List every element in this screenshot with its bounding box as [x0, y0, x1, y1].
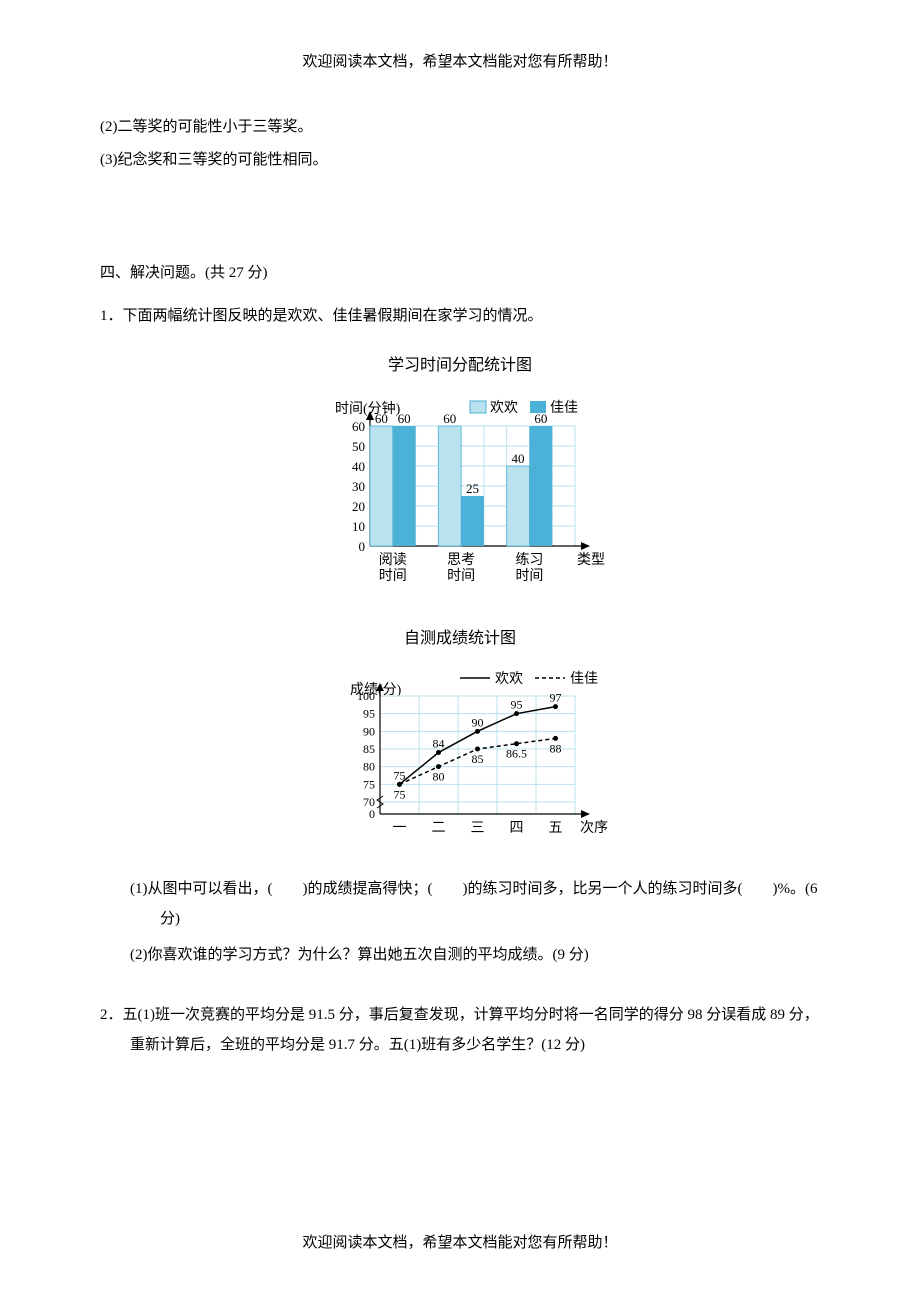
svg-text:佳佳: 佳佳: [550, 400, 578, 416]
svg-text:80: 80: [433, 770, 445, 784]
svg-text:时间: 时间: [379, 568, 407, 584]
bar-chart-container: 学习时间分配统计图 时间(分钟)欢欢佳佳01020304050606060阅读时…: [100, 348, 820, 601]
svg-text:欢欢: 欢欢: [495, 671, 523, 687]
svg-text:佳佳: 佳佳: [570, 671, 598, 687]
svg-text:85: 85: [472, 752, 484, 766]
bar-chart-title: 学习时间分配统计图: [388, 348, 532, 383]
text-line-3: (3)纪念奖和三等奖的可能性相同。: [100, 144, 820, 177]
svg-text:40: 40: [352, 459, 365, 474]
q2: 2．五(1)班一次竞赛的平均分是 91.5 分，事后复查发现，计算平均分时将一名…: [100, 1000, 820, 1060]
svg-text:一: 一: [393, 821, 407, 836]
svg-text:84: 84: [433, 737, 445, 751]
svg-text:40: 40: [512, 451, 525, 466]
svg-text:类型: 类型: [577, 552, 605, 568]
svg-text:88: 88: [550, 742, 562, 756]
svg-text:时间: 时间: [515, 568, 543, 584]
svg-text:三: 三: [471, 821, 485, 836]
svg-text:时间(分钟): 时间(分钟): [335, 400, 401, 417]
svg-text:70: 70: [363, 795, 375, 809]
svg-text:100: 100: [357, 689, 375, 703]
svg-text:练习: 练习: [515, 552, 543, 568]
svg-text:次序: 次序: [580, 820, 608, 836]
svg-text:四: 四: [510, 821, 524, 836]
svg-text:60: 60: [352, 419, 365, 434]
svg-text:85: 85: [363, 742, 375, 756]
footer-note: 欢迎阅读本文档，希望本文档能对您有所帮助！: [0, 1231, 920, 1252]
section-4-heading: 四、解决问题。(共 27 分): [100, 257, 820, 290]
svg-text:欢欢: 欢欢: [490, 400, 518, 416]
svg-text:10: 10: [352, 519, 365, 534]
svg-text:0: 0: [369, 807, 375, 821]
text-line-2: (2)二等奖的可能性小于三等奖。: [100, 111, 820, 144]
svg-text:思考: 思考: [447, 552, 475, 568]
header-note: 欢迎阅读本文档，希望本文档能对您有所帮助！: [100, 50, 820, 71]
svg-text:60: 60: [443, 411, 456, 426]
svg-text:90: 90: [472, 716, 484, 730]
q1-sub2: (2)你喜欢谁的学习方式？为什么？算出她五次自测的平均成绩。(9 分): [130, 940, 820, 970]
svg-text:60: 60: [534, 411, 547, 426]
line-chart-title: 自测成绩统计图: [404, 621, 516, 656]
svg-text:阅读: 阅读: [379, 551, 407, 568]
svg-text:95: 95: [511, 698, 523, 712]
svg-text:90: 90: [363, 725, 375, 739]
svg-text:60: 60: [398, 411, 411, 426]
line-chart-container: 自测成绩统计图 欢欢佳佳成绩(分)0707580859095100一二三四五次序…: [100, 621, 820, 854]
svg-text:86.5: 86.5: [506, 747, 527, 761]
q1-sub1: (1)从图中可以看出，( )的成绩提高得快；( )的练习时间多，比另一个人的练习…: [130, 874, 820, 934]
svg-text:75: 75: [363, 778, 375, 792]
line-chart-svg: 欢欢佳佳成绩(分)0707580859095100一二三四五次序75849095…: [295, 664, 625, 854]
svg-text:60: 60: [375, 411, 388, 426]
svg-text:80: 80: [363, 760, 375, 774]
svg-text:20: 20: [352, 499, 365, 514]
svg-text:75: 75: [394, 769, 406, 783]
svg-text:0: 0: [359, 539, 366, 554]
svg-text:97: 97: [550, 691, 562, 705]
svg-text:95: 95: [363, 707, 375, 721]
bar-chart-svg: 时间(分钟)欢欢佳佳01020304050606060阅读时间6025思考时间4…: [295, 391, 625, 601]
q1-intro: 1．下面两幅统计图反映的是欢欢、佳佳暑假期间在家学习的情况。: [100, 300, 820, 333]
svg-text:五: 五: [549, 821, 563, 836]
svg-text:30: 30: [352, 479, 365, 494]
svg-text:25: 25: [466, 481, 479, 496]
svg-text:时间: 时间: [447, 568, 475, 584]
svg-text:50: 50: [352, 439, 365, 454]
svg-text:75: 75: [394, 788, 406, 802]
svg-text:二: 二: [432, 821, 446, 836]
